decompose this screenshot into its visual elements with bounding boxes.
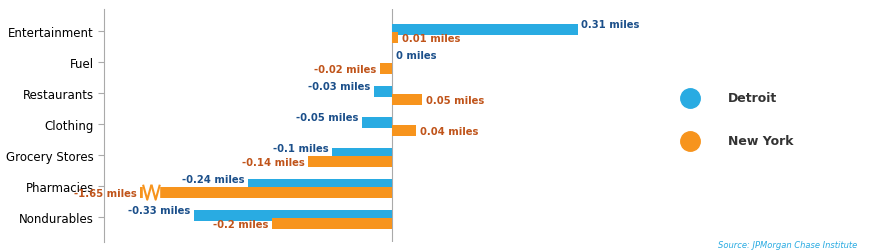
Bar (194, 210, 392, 221)
Bar (248, 180, 392, 191)
Bar (308, 156, 392, 167)
Bar (272, 218, 392, 229)
Text: -0.2 miles: -0.2 miles (213, 219, 269, 229)
Text: 0.04 miles: 0.04 miles (419, 126, 477, 136)
Text: -0.02 miles: -0.02 miles (314, 64, 376, 74)
Text: Source: JPMorgan Chase Institute: Source: JPMorgan Chase Institute (717, 240, 856, 249)
Text: -0.1 miles: -0.1 miles (273, 144, 328, 154)
Bar (140, 187, 392, 198)
Text: -1.65 miles: -1.65 miles (74, 188, 136, 198)
Bar (332, 149, 392, 160)
Text: Detroit: Detroit (727, 92, 777, 105)
Text: -0.03 miles: -0.03 miles (308, 82, 370, 92)
Bar (380, 64, 392, 75)
Bar (392, 25, 577, 36)
Bar (362, 118, 392, 129)
Text: -0.14 miles: -0.14 miles (242, 157, 304, 167)
Bar (392, 95, 421, 106)
Text: New York: New York (727, 135, 793, 148)
Text: 0.31 miles: 0.31 miles (580, 20, 639, 30)
Bar (374, 87, 392, 98)
Text: -0.05 miles: -0.05 miles (295, 113, 358, 123)
Text: -0.33 miles: -0.33 miles (129, 206, 190, 215)
Bar (392, 126, 415, 137)
Text: 0.01 miles: 0.01 miles (401, 33, 460, 43)
Bar (392, 33, 398, 44)
Text: 0 miles: 0 miles (395, 51, 435, 61)
Text: 0.05 miles: 0.05 miles (425, 95, 483, 105)
Text: -0.24 miles: -0.24 miles (182, 175, 244, 185)
